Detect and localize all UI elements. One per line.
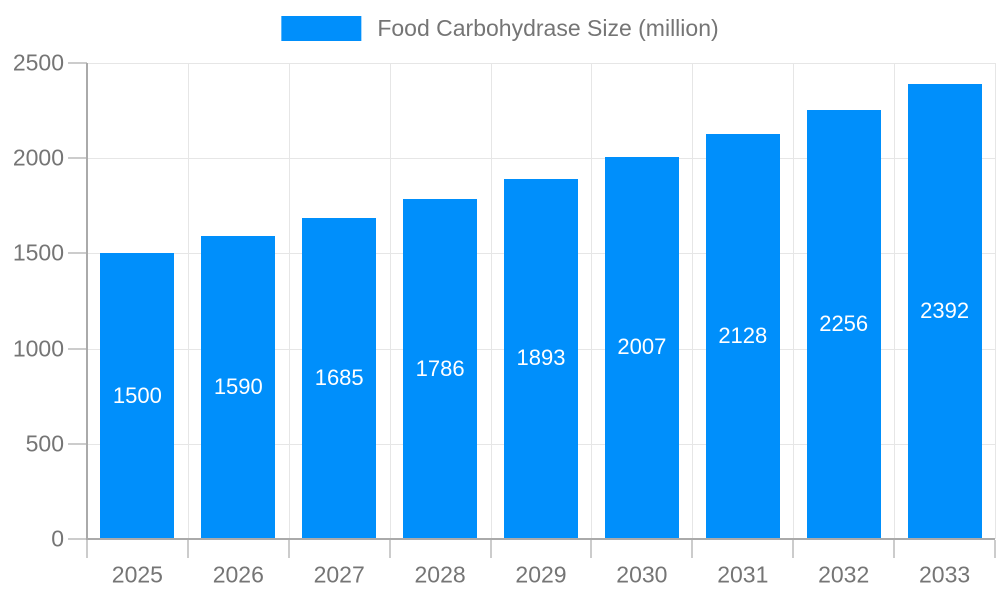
- bar[interactable]: [201, 236, 276, 538]
- legend-swatch-icon: [281, 16, 362, 41]
- y-axis-tick-label: 500: [25, 430, 64, 457]
- legend-label: Food Carbohydrase Size (million): [377, 15, 719, 41]
- bar-value-label: 1500: [112, 382, 162, 408]
- x-axis-tick-label: 2026: [212, 561, 264, 588]
- gridline-horizontal: [87, 63, 995, 64]
- x-axis-line: [87, 538, 995, 540]
- gridline-vertical: [894, 63, 896, 539]
- gridline-horizontal: [87, 158, 995, 160]
- x-axis-tick: [893, 540, 896, 558]
- bar-value-label: 1893: [516, 345, 566, 371]
- x-axis-tick: [186, 540, 189, 558]
- y-axis-tick: [68, 538, 87, 540]
- bar-value-label: 2007: [617, 334, 667, 360]
- y-axis-tick-label: 1500: [12, 239, 64, 266]
- x-axis-tick: [590, 540, 593, 558]
- y-axis-tick: [68, 62, 87, 64]
- x-axis-tick-label: 2029: [515, 561, 567, 588]
- gridline-vertical: [490, 63, 492, 539]
- x-axis-tick: [388, 540, 391, 558]
- y-axis-tick-label: 2000: [12, 144, 64, 171]
- gridline-vertical: [288, 63, 290, 539]
- bar[interactable]: [604, 156, 679, 538]
- bar[interactable]: [302, 218, 377, 538]
- y-axis-tick: [68, 252, 87, 255]
- y-axis-tick-label: 1000: [12, 335, 64, 362]
- bar[interactable]: [806, 109, 881, 538]
- bar[interactable]: [403, 198, 478, 538]
- bar[interactable]: [907, 83, 982, 538]
- x-axis-tick: [287, 540, 290, 558]
- x-axis-tick-label: 2032: [818, 561, 870, 588]
- x-axis-tick-label: 2028: [414, 561, 466, 588]
- y-axis-tick: [68, 347, 87, 350]
- bar-value-label: 1685: [314, 365, 364, 391]
- x-axis-tick-label: 2027: [313, 561, 365, 588]
- bar-value-label: 1786: [415, 355, 465, 381]
- x-axis-tick-label: 2031: [717, 561, 769, 588]
- y-axis-tick: [68, 442, 87, 445]
- y-axis-tick: [68, 157, 87, 160]
- x-axis-tick-label: 2030: [616, 561, 668, 588]
- gridline-vertical: [995, 63, 996, 539]
- bar-value-label: 2256: [819, 310, 869, 336]
- x-axis-tick: [792, 540, 795, 558]
- gridline-vertical: [591, 63, 593, 539]
- bar[interactable]: [504, 178, 578, 538]
- y-axis-tick-label: 0: [51, 525, 64, 552]
- bar-value-label: 1590: [213, 374, 263, 400]
- gridline-vertical: [793, 63, 795, 539]
- legend[interactable]: Food Carbohydrase Size (million): [281, 15, 719, 42]
- y-axis-line: [86, 63, 88, 540]
- x-axis-tick-label: 2025: [111, 561, 163, 588]
- x-axis-tick: [86, 540, 88, 558]
- gridline-vertical: [389, 63, 391, 539]
- bar[interactable]: [705, 133, 780, 538]
- x-axis-tick-label: 2033: [919, 561, 971, 588]
- x-axis-tick: [994, 540, 996, 558]
- bar[interactable]: [100, 253, 175, 538]
- gridline-vertical: [692, 63, 694, 539]
- gridline-vertical: [187, 63, 189, 539]
- bar-value-label: 2128: [718, 322, 768, 348]
- y-axis-tick-label: 2500: [12, 49, 64, 76]
- x-axis-tick: [489, 540, 492, 558]
- bar-value-label: 2392: [920, 297, 970, 323]
- x-axis-tick: [691, 540, 694, 558]
